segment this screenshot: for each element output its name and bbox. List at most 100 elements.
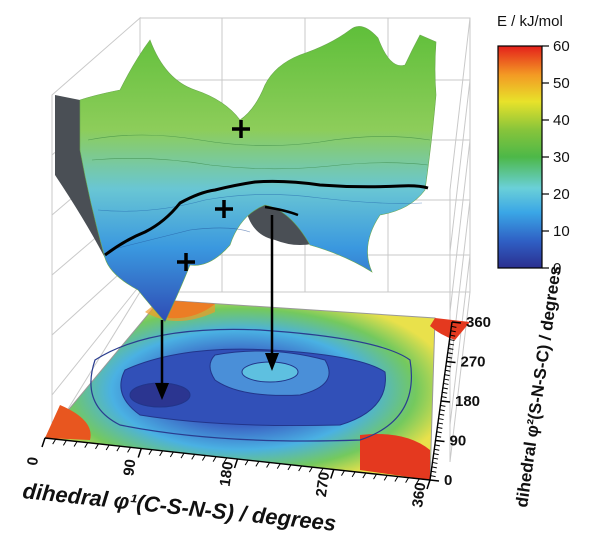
x-tick-mark: [233, 458, 239, 469]
x-tick-mark: [266, 462, 271, 468]
y-tick-mark: [431, 470, 437, 473]
x-tick-mark: [159, 450, 164, 457]
y-tick-mark: [447, 356, 453, 359]
x-tick-mark: [362, 472, 367, 479]
x-tick-label: 0: [24, 456, 42, 467]
y-tick-mark: [439, 409, 445, 412]
y-tick-mark: [429, 479, 440, 482]
y-tick-label: 360: [466, 314, 491, 331]
y-tick-mark: [431, 466, 437, 469]
energy-surface: [79, 26, 437, 323]
x-tick-mark: [73, 441, 78, 447]
x-ticks: 0 90 180 270 360: [24, 437, 431, 509]
colorbar-tick-label: 30: [553, 149, 570, 166]
x-tick-mark: [415, 478, 420, 485]
y-tick-mark: [432, 457, 439, 460]
x-tick-mark: [84, 442, 89, 448]
y-tick-label: 270: [461, 354, 486, 371]
x-tick-label: 270: [313, 471, 333, 498]
x-tick-mark: [298, 465, 303, 472]
x-tick-mark: [105, 444, 110, 451]
surface-side-left: [55, 95, 105, 258]
y-tick-mark: [450, 334, 456, 337]
y-tick-mark: [441, 396, 447, 399]
y-tick-mark: [437, 426, 443, 429]
y-tick-mark: [451, 321, 462, 324]
colorbar-tick-label: 60: [553, 38, 570, 55]
y-tick-mark: [436, 435, 442, 438]
colorbar-title: E / kJ/mol: [497, 13, 563, 30]
x-tick-mark: [341, 470, 345, 476]
x-tick-mark: [62, 440, 67, 446]
y-tick-mark: [432, 461, 438, 464]
x-tick-mark: [373, 473, 377, 480]
x-tick-mark: [319, 468, 324, 474]
y-tick-mark: [434, 448, 440, 451]
y-tick-mark: [444, 374, 450, 377]
x-tick-mark: [169, 451, 174, 458]
y-tick-mark: [445, 369, 451, 372]
x-tick-mark: [394, 476, 399, 482]
projection-arrow-left: [155, 320, 169, 400]
colorbar-tick-label: 10: [553, 223, 570, 240]
y-tick-mark: [448, 347, 454, 350]
y-axis-title: dihedral φ²(S-N-S-C) / degrees: [512, 265, 565, 509]
x-tick-mark: [180, 452, 185, 459]
colorbar-ticks: 60 50 40 30 20 10 0: [542, 38, 570, 277]
x-tick-mark: [95, 443, 99, 450]
contour-floor: [44, 299, 470, 481]
y-tick-mark: [434, 444, 440, 447]
y-tick-mark: [445, 365, 451, 368]
y-tick-mark: [446, 360, 456, 364]
x-axis-title: dihedral φ¹(C-S-N-S) / degrees: [21, 478, 337, 536]
x-tick-mark: [223, 457, 228, 464]
x-tick-mark: [330, 469, 335, 479]
x-tick-mark: [255, 461, 260, 467]
y-tick-mark: [440, 404, 446, 407]
y-tick-mark: [439, 413, 445, 416]
colorbar-tick-label: 0: [553, 260, 561, 277]
y-tick-mark: [442, 391, 448, 394]
x-tick-mark: [426, 479, 431, 490]
x-tick-mark: [383, 475, 388, 481]
x-tick-mark: [116, 445, 121, 452]
x-tick-mark: [212, 456, 217, 462]
x-tick-mark: [127, 447, 131, 453]
x-tick-label: 180: [217, 460, 237, 487]
x-tick-mark: [405, 477, 410, 483]
colorbar: E / kJ/mol 60 50 40 30 20 10 0: [497, 13, 570, 277]
x-tick-mark: [201, 455, 206, 461]
y-ticks: 0 90 180 270 360: [429, 314, 491, 489]
y-tick-mark: [436, 431, 442, 434]
y-tick-mark: [451, 325, 457, 328]
y-tick-label: 90: [450, 433, 467, 450]
x-tick-mark: [351, 471, 356, 478]
colorbar-tick-label: 40: [553, 112, 570, 129]
minimum-marker-1: [232, 120, 250, 138]
projection-arrow-center: [265, 215, 279, 371]
x-tick-mark: [287, 464, 292, 471]
y-tick-mark: [447, 352, 453, 355]
y-tick-mark: [433, 453, 439, 456]
y-tick-mark: [440, 400, 451, 403]
x-tick-mark: [308, 466, 313, 473]
x-tick-mark: [52, 438, 57, 445]
y-tick-label: 0: [444, 472, 452, 489]
y-tick-mark: [443, 378, 450, 381]
x-tick-mark: [137, 448, 142, 458]
x-tick-mark: [41, 437, 46, 448]
x-tick-mark: [276, 463, 281, 469]
y-tick-mark: [435, 439, 445, 443]
y-tick-mark: [450, 330, 456, 333]
y-tick-mark: [443, 382, 449, 385]
y-tick-label: 180: [455, 393, 480, 410]
colorbar-tick-label: 20: [553, 186, 570, 203]
minimum-marker-2: [215, 200, 233, 218]
minimum-marker-3: [177, 253, 195, 271]
y-tick-mark: [430, 475, 436, 478]
x-tick-mark: [148, 449, 153, 455]
x-tick-label: 90: [120, 458, 139, 477]
y-tick-mark: [437, 422, 444, 425]
x-tick-mark: [244, 459, 249, 466]
